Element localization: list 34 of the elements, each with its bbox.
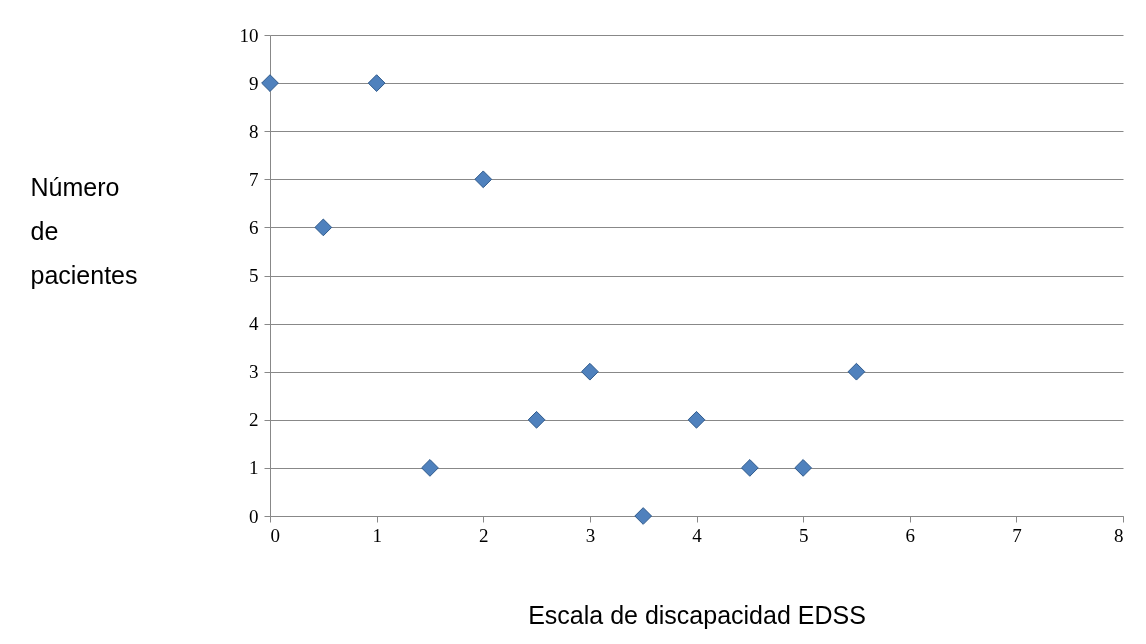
x-tick-label: 7 <box>1012 524 1022 546</box>
point <box>794 459 812 477</box>
x-tick-label: 8 <box>1114 524 1124 546</box>
y-tick-label: 9 <box>249 72 259 94</box>
y-tick-label: 3 <box>249 361 259 383</box>
y-tick-label: 0 <box>249 505 259 527</box>
point <box>261 74 279 92</box>
point <box>634 507 653 525</box>
y-axis-title: Número de pacientes <box>30 172 138 289</box>
point <box>367 74 386 92</box>
point <box>474 170 493 189</box>
y-tick-label: 6 <box>249 216 259 238</box>
x-tick-label: 4 <box>692 524 703 546</box>
x-tick-label: 1 <box>372 524 382 546</box>
x-tick-label: 3 <box>585 524 596 546</box>
y-tick-label: 7 <box>249 168 259 190</box>
point <box>314 218 333 237</box>
point <box>740 459 759 477</box>
x-tick-label: 2 <box>479 524 489 546</box>
point <box>527 410 546 429</box>
point <box>847 362 866 381</box>
y-tick-label: 5 <box>249 265 259 286</box>
x-tick-label: 5 <box>798 524 809 546</box>
y-tick-label: 4 <box>249 313 259 335</box>
x-tick-label: 6 <box>905 524 915 546</box>
y-tick-label: 1 <box>249 457 259 479</box>
x-axis-title: Escala de discapacidad EDSS <box>528 600 866 629</box>
y-tick-label: 8 <box>249 120 259 142</box>
point <box>581 362 599 381</box>
y-tick-label: 10 <box>239 24 259 46</box>
y-tick-label: 2 <box>249 409 259 431</box>
point <box>687 410 706 429</box>
x-tick-label: 0 <box>270 524 280 546</box>
point <box>421 459 439 477</box>
